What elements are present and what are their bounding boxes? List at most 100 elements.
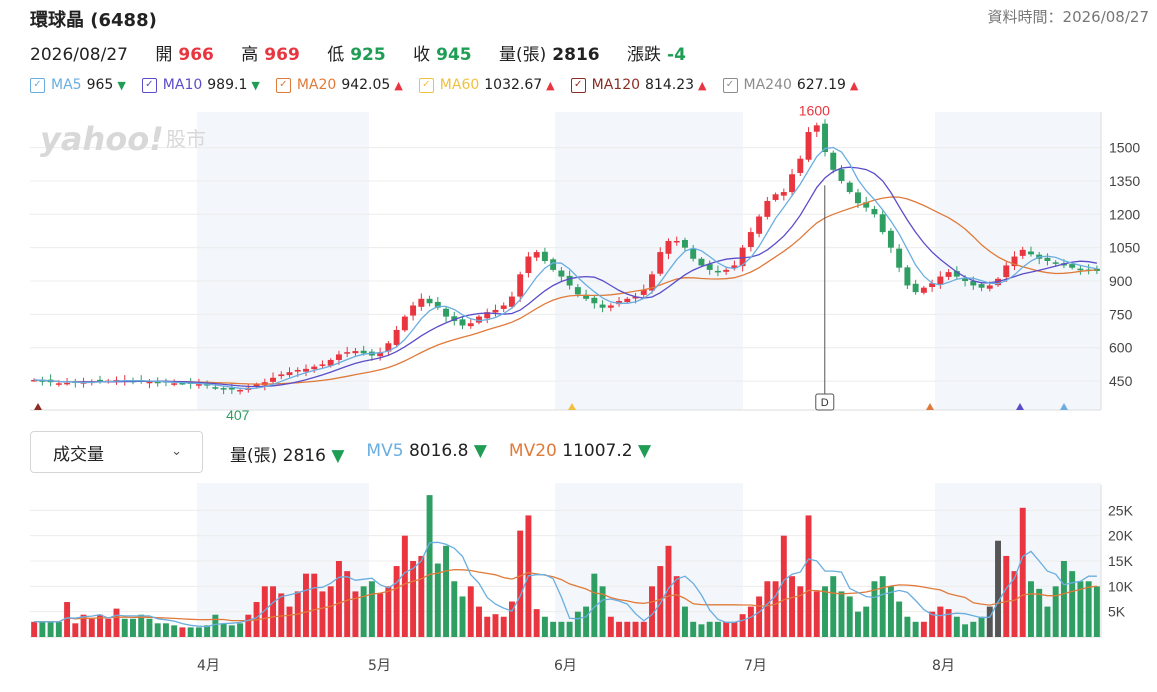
ma-legend-ma20[interactable]: ✓ MA20 942.05 ▲ (275, 77, 403, 93)
volume-bar (583, 606, 590, 637)
candle-body (1077, 268, 1084, 271)
volume-bar (245, 614, 252, 637)
volume-bar (426, 495, 433, 637)
volume-legend: 量(張) 2816 ▼ MV5 8016.8 ▼ MV20 11007.2 ▼ (230, 441, 673, 466)
volume-bar (344, 571, 351, 637)
candle-body (195, 384, 202, 386)
open-label: 開 (155, 45, 173, 65)
candle-body (574, 287, 581, 295)
volume-bar (632, 621, 639, 637)
ma-legend-ma240[interactable]: ✓ MA240 627.19 ▲ (722, 77, 858, 93)
vol-label: 量(張) (230, 446, 278, 466)
candle-body (690, 248, 697, 259)
volume-bar (97, 614, 103, 637)
month-band (197, 112, 369, 410)
candle-body (756, 216, 763, 234)
volume-bar (72, 623, 79, 637)
indicator-select[interactable]: 成交量 ⌄ (30, 431, 203, 473)
volume-bar (871, 581, 878, 637)
volume-bar (146, 618, 153, 637)
ma-legend: ✓ MA5 965 ▼ ✓ MA10 989.1 ▼ ✓ MA20 942.05 ▲ ✓ MA60 1032… (30, 77, 874, 93)
candle-body (591, 297, 598, 304)
checkbox-icon[interactable]: ✓ (275, 77, 291, 93)
volume-bar (187, 627, 194, 637)
volume-bar (1003, 555, 1010, 637)
checkbox-icon[interactable]: ✓ (570, 77, 586, 93)
y-tick-label: 600 (1109, 340, 1133, 356)
mv20-line (34, 568, 1097, 623)
ma-legend-ma5[interactable]: ✓ MA5 965 ▼ (30, 77, 126, 93)
candle-body (294, 369, 301, 372)
mv20-legend-item: MV20 11007.2 ▼ (509, 441, 651, 466)
candle-body (319, 364, 326, 366)
candle-body (904, 267, 911, 286)
volume-bar (385, 586, 392, 637)
volume-bar (459, 596, 466, 637)
candle-body (1003, 265, 1010, 278)
volume-bar (47, 621, 54, 637)
candle-body (566, 275, 573, 286)
mv5-label: MV5 (366, 441, 404, 461)
volume-bar (31, 621, 38, 637)
mv5-value: 8016.8 (408, 441, 469, 461)
ma-legend-ma60[interactable]: ✓ MA60 1032.67 ▲ (418, 77, 555, 93)
volume-bar (130, 618, 136, 637)
volume-bar (607, 616, 614, 637)
ma-legend-ma120[interactable]: ✓ MA120 814.23 ▲ (570, 77, 707, 93)
x-tick-label: 5月 (368, 658, 391, 674)
event-marker-icon (34, 403, 42, 410)
candle-body (55, 383, 62, 385)
x-tick-label: 7月 (744, 658, 767, 674)
candle-body (616, 301, 623, 305)
mv5-line (34, 541, 1097, 628)
volume-bar (822, 586, 828, 637)
checkbox-icon[interactable]: ✓ (30, 77, 45, 93)
marker-box (815, 393, 835, 411)
data-time: 資料時間：2026/08/27 (988, 6, 1149, 27)
volume-bar (1044, 606, 1051, 637)
candle-body (632, 296, 639, 299)
ma-value: 965 (86, 77, 114, 93)
y-tick-label: 900 (1109, 273, 1133, 289)
ma-value: 989.1 (207, 77, 248, 93)
mv5-down-arrow-icon: ▼ (473, 441, 487, 461)
candle-body (1044, 257, 1051, 261)
volume-bar (970, 621, 977, 637)
candle-body (451, 316, 458, 322)
ma-value: 942.05 (341, 77, 391, 93)
checkbox-icon[interactable]: ✓ (418, 77, 434, 93)
volume-bar (270, 586, 277, 637)
mv5-legend-item: MV5 8016.8 ▼ (366, 441, 487, 466)
ma-value: 627.19 (796, 77, 846, 93)
checkbox-icon[interactable]: ✓ (141, 77, 157, 93)
ma-name: MA240 (743, 77, 792, 93)
ma-legend-ma10[interactable]: ✓ MA10 989.1 ▼ (141, 77, 260, 93)
candle-body (385, 343, 392, 352)
volume-bar (113, 608, 120, 637)
volume-value: 2816 (552, 45, 600, 65)
candle-body (171, 383, 178, 385)
candle-body (31, 379, 38, 382)
volume-bar (451, 581, 458, 637)
volume-bar (764, 581, 771, 637)
volume-bar (212, 614, 219, 637)
candle-body (352, 351, 359, 354)
volume-bar (887, 586, 894, 637)
volume-bar (55, 621, 62, 637)
volume-bar (945, 609, 952, 637)
volume-bar (558, 621, 565, 637)
volume-tick-label: 20K (1108, 528, 1134, 544)
candle-body (1069, 264, 1076, 268)
checkbox-icon[interactable]: ✓ (722, 77, 738, 93)
volume-bar (138, 614, 145, 637)
volume-bar (896, 601, 903, 637)
candle-body (731, 265, 738, 269)
candle-body (459, 319, 466, 326)
volume-bar (88, 618, 95, 637)
candle-body (723, 269, 730, 272)
volume-bar (541, 616, 548, 637)
vol-down-arrow-icon: ▼ (331, 446, 345, 466)
ma20-line (34, 196, 1097, 385)
ohlc-date: 2026/08/27 (30, 45, 128, 65)
